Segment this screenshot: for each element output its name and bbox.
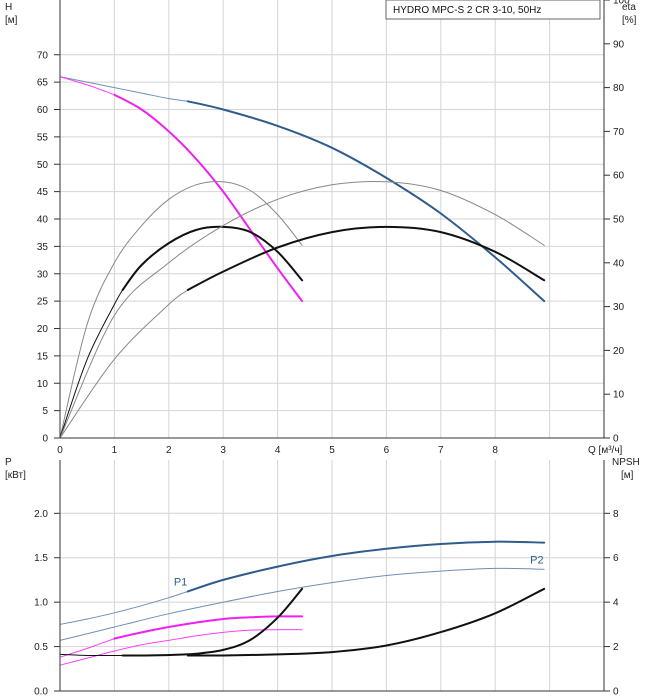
bottom-series-line-4: [113, 615, 304, 640]
x-tick-label: 3: [220, 445, 226, 456]
right-tick-label: 50: [613, 215, 625, 226]
left-tick-label: 1.5: [34, 553, 48, 564]
power-axis-unit: [кВт]: [5, 470, 26, 481]
head-axis-unit: [м]: [5, 15, 18, 26]
eta-axis-unit: [%]: [622, 15, 637, 26]
left-tick-label: 40: [37, 215, 49, 226]
top-series-line-8: [59, 289, 189, 439]
power-axis-title: P: [5, 457, 12, 468]
x-tick-label: 6: [384, 445, 390, 456]
right-tick-label: 40: [613, 258, 625, 269]
left-tick-label: 10: [37, 379, 49, 390]
top-series-line-5: [59, 289, 124, 439]
right-tick-label: 0: [613, 687, 619, 698]
bottom-ticks: 0.0 0.5 1.0 1.5 2.0 0 2 4 6 8: [34, 460, 619, 698]
right-tick-label: 60: [613, 171, 625, 182]
left-tick-label: 65: [37, 78, 49, 89]
left-tick-label: 60: [37, 105, 49, 116]
x-tick-label: 0: [57, 445, 63, 456]
npsh-axis-title: NPSH: [612, 457, 640, 468]
x-tick-label: 8: [492, 445, 498, 456]
right-tick-label: 80: [613, 83, 625, 94]
bottom-series: P1 P2: [59, 540, 546, 666]
right-tick-label: 6: [613, 553, 619, 564]
series-label: P1: [174, 576, 187, 588]
bottom-series-line-7: [121, 587, 304, 657]
left-tick-label: 20: [37, 324, 49, 335]
left-tick-label: 0.0: [34, 687, 48, 698]
npsh-axis-unit: [м]: [621, 470, 634, 481]
right-tick-label: 30: [613, 302, 625, 313]
top-series-line-7: [59, 180, 545, 439]
bottom-series-line-0: [59, 591, 189, 625]
right-tick-label: 8: [613, 509, 619, 520]
left-tick-label: 50: [37, 160, 49, 171]
eta-axis-title: eta: [622, 2, 636, 13]
top-series-line-9: [186, 225, 546, 291]
series-label: P2: [530, 554, 543, 566]
top-series-line-0: [59, 76, 189, 102]
left-tick-label: 45: [37, 187, 49, 198]
left-tick-label: 55: [37, 132, 49, 143]
left-tick-label: 5: [42, 406, 48, 417]
left-tick-label: 0.5: [34, 642, 48, 653]
x-tick-label: 4: [275, 445, 281, 456]
right-tick-label: 0: [613, 434, 619, 445]
right-tick-label: 2: [613, 642, 619, 653]
flow-axis-title: Q [м³/ч]: [588, 445, 623, 456]
top-series-line-3: [113, 93, 304, 303]
bottom-series-line-6: [59, 653, 124, 657]
bottom-series-line-1: [186, 540, 546, 593]
top-series-line-6: [121, 225, 304, 291]
x-tick-label: 5: [329, 445, 335, 456]
left-tick-label: 35: [37, 242, 49, 253]
right-tick-label: 10: [613, 390, 625, 401]
x-tick-label: 2: [166, 445, 172, 456]
right-tick-label: 20: [613, 346, 625, 357]
left-tick-label: 2.0: [34, 509, 48, 520]
left-tick-label: 30: [37, 269, 49, 280]
x-tick-label: 7: [438, 445, 444, 456]
left-tick-label: 25: [37, 297, 49, 308]
left-tick-label: 15: [37, 351, 49, 362]
left-tick-label: 1.0: [34, 598, 48, 609]
left-tick-label: 70: [37, 50, 49, 61]
power-npsh-plot: P1 P2 0.0 0.5 1.0 1.5 2.0 0 2 4 6 8 P [кВт] NPSH […: [5, 457, 640, 698]
head-axis-title: H: [5, 2, 12, 13]
right-tick-label: 90: [613, 39, 625, 50]
legend-box: [385, 0, 601, 20]
head-efficiency-plot: 0 1 2 3 4 5 6 7 80510152025303540455055606570010…: [5, 0, 637, 456]
top-series-line-2: [59, 76, 115, 96]
right-tick-label: 4: [613, 598, 619, 609]
bottom-series-line-3: [59, 638, 115, 658]
top-series: [59, 76, 546, 439]
top-series-line-4: [59, 180, 303, 439]
bottom-series-line-8: [186, 587, 546, 657]
right-tick-label: 100: [613, 0, 630, 7]
left-tick-label: 0: [42, 434, 48, 445]
top-series-line-1: [186, 100, 546, 303]
bottom-series-line-2: [59, 567, 545, 641]
legend-text: HYDRO MPC-S 2 CR 3-10, 50Hz: [393, 5, 541, 16]
x-tick-label: 1: [112, 445, 118, 456]
top-ticks: 0 1 2 3 4 5 6 7 80510152025303540455055606570010…: [37, 0, 630, 456]
right-tick-label: 70: [613, 127, 625, 138]
